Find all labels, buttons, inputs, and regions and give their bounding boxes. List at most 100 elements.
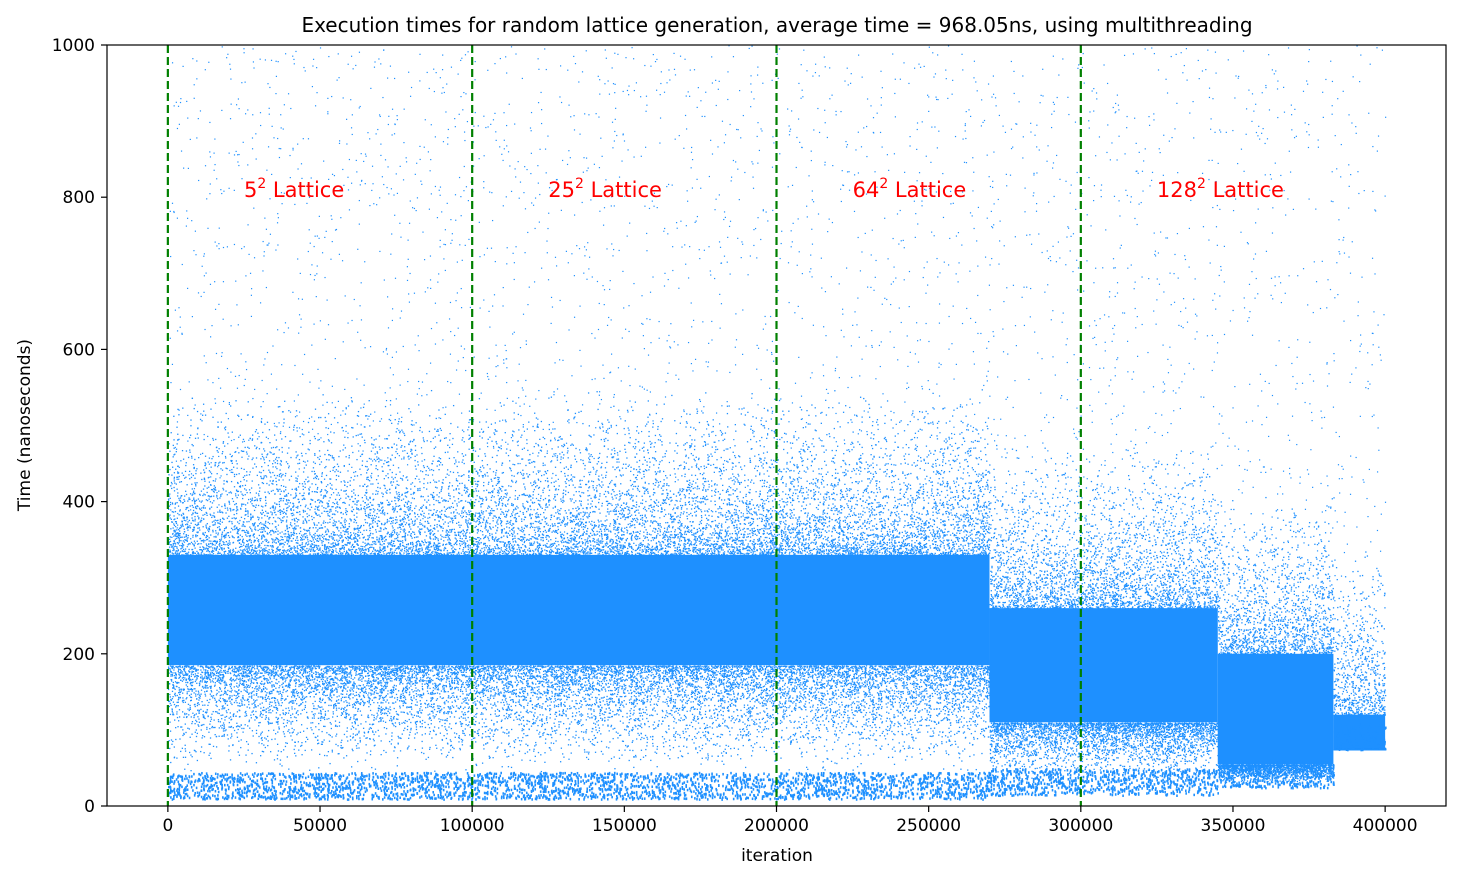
- scatter-point: [826, 717, 827, 718]
- scatter-point: [171, 432, 172, 433]
- scatter-point: [714, 491, 715, 492]
- scatter-point: [785, 486, 786, 487]
- scatter-point: [402, 733, 403, 734]
- scatter-point: [825, 707, 826, 708]
- scatter-point: [350, 736, 351, 737]
- scatter-point: [491, 720, 492, 721]
- scatter-point: [343, 490, 344, 491]
- scatter-point: [901, 675, 902, 676]
- scatter-point: [905, 539, 906, 540]
- scatter-point: [515, 694, 516, 695]
- scatter-point: [972, 696, 973, 697]
- scatter-point: [787, 671, 788, 672]
- scatter-point: [300, 713, 301, 714]
- scatter-point: [916, 680, 917, 681]
- scatter-point: [411, 713, 412, 714]
- scatter-point: [396, 448, 397, 449]
- scatter-point: [951, 669, 952, 670]
- scatter-point: [754, 528, 755, 529]
- scatter-point: [708, 481, 709, 482]
- scatter-point: [509, 665, 510, 666]
- scatter-point: [591, 705, 592, 706]
- scatter-point: [398, 421, 399, 422]
- scatter-point: [754, 722, 755, 723]
- scatter-point: [256, 730, 257, 731]
- scatter-point: [640, 545, 641, 546]
- scatter-point: [281, 698, 282, 699]
- scatter-point: [898, 550, 899, 551]
- scatter-point: [912, 499, 913, 500]
- scatter-point: [494, 689, 495, 690]
- scatter-point: [286, 725, 287, 726]
- scatter-point: [494, 702, 495, 703]
- scatter-point: [740, 696, 741, 697]
- scatter-point: [189, 520, 190, 521]
- scatter-point: [977, 695, 978, 696]
- scatter-point: [359, 737, 360, 738]
- scatter-point: [236, 507, 237, 508]
- scatter-point: [923, 459, 924, 460]
- scatter-point: [660, 421, 661, 422]
- scatter-point: [585, 449, 586, 450]
- scatter-point: [739, 501, 740, 502]
- scatter-point: [373, 508, 374, 509]
- scatter-point: [973, 551, 974, 552]
- scatter-point: [677, 734, 678, 735]
- scatter-point: [959, 533, 960, 534]
- scatter-point: [338, 492, 339, 493]
- scatter-point: [463, 542, 464, 543]
- scatter-point: [792, 697, 793, 698]
- scatter-point: [680, 465, 681, 466]
- scatter-point: [808, 539, 809, 540]
- scatter-point: [284, 726, 285, 727]
- scatter-point: [479, 436, 480, 437]
- scatter-point: [909, 747, 910, 748]
- scatter-point: [679, 490, 680, 491]
- scatter-point: [274, 554, 275, 555]
- scatter-point: [272, 710, 273, 711]
- scatter-point: [370, 502, 371, 503]
- scatter-point: [173, 519, 174, 520]
- scatter-point: [704, 677, 705, 678]
- scatter-point: [296, 698, 297, 699]
- scatter-point: [625, 685, 626, 686]
- scatter-point: [911, 505, 912, 506]
- scatter-point: [815, 520, 816, 521]
- scatter-point: [810, 672, 811, 673]
- scatter-point: [326, 492, 327, 493]
- scatter-point: [789, 705, 790, 706]
- scatter-point: [333, 708, 334, 709]
- scatter-point: [987, 484, 988, 485]
- scatter-point: [369, 544, 370, 545]
- scatter-point: [833, 697, 834, 698]
- scatter-point: [810, 706, 811, 707]
- scatter-point: [811, 455, 812, 456]
- scatter-point: [263, 512, 264, 513]
- scatter-point: [358, 747, 359, 748]
- scatter-point: [704, 510, 705, 511]
- scatter-point: [544, 516, 545, 517]
- scatter-point: [692, 675, 693, 676]
- scatter-point: [209, 526, 210, 527]
- scatter-point: [887, 702, 888, 703]
- scatter-point: [784, 688, 785, 689]
- scatter-point: [741, 408, 742, 409]
- scatter-point: [393, 692, 394, 693]
- scatter-point: [532, 514, 533, 515]
- scatter-point: [185, 702, 186, 703]
- scatter-point: [415, 478, 416, 479]
- scatter-point: [760, 420, 761, 421]
- scatter-point: [675, 699, 676, 700]
- scatter-point: [722, 490, 723, 491]
- scatter-point: [256, 699, 257, 700]
- scatter-point: [403, 722, 404, 723]
- scatter-point: [302, 483, 303, 484]
- scatter-point: [319, 528, 320, 529]
- scatter-point: [984, 517, 985, 518]
- scatter-point: [262, 552, 263, 553]
- scatter-point: [171, 474, 172, 475]
- scatter-point: [965, 452, 966, 453]
- scatter-point: [613, 684, 614, 685]
- scatter-point: [519, 495, 520, 496]
- scatter-point: [821, 482, 822, 483]
